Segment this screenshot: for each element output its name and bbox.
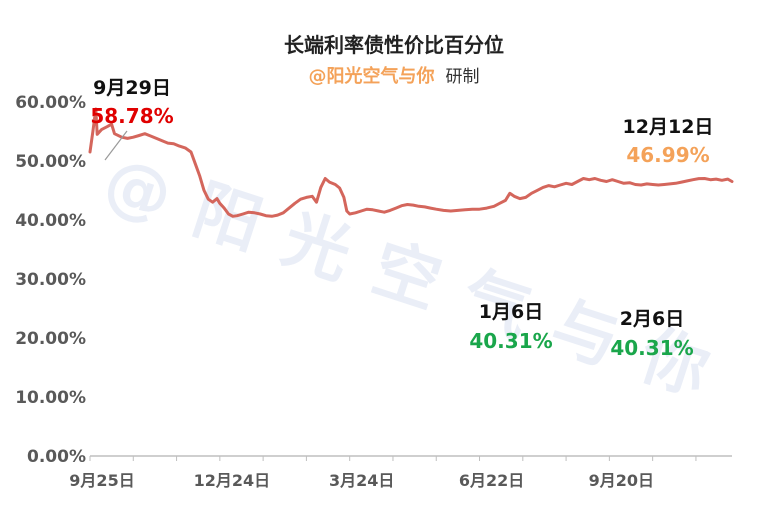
- annotation-feb6-date: 2月6日: [620, 308, 684, 330]
- annotation-feb6: 2月6日 40.31%: [610, 308, 693, 360]
- series-layer: [88, 107, 734, 218]
- x-axis: 9月25日 12月24日 3月24日 6月22日 9月20日: [69, 455, 732, 490]
- annotation-dec12: 12月12日 46.99%: [623, 116, 714, 167]
- annotation-jan6-date: 1月6日: [479, 301, 543, 323]
- annotation-peak: 9月29日 58.78%: [90, 77, 173, 128]
- x-tick-label: 12月24日: [194, 471, 271, 490]
- annotation-jan6-value: 40.31%: [469, 329, 552, 353]
- annotation-jan6: 1月6日 40.31%: [469, 301, 552, 353]
- annotation-dec12-date: 12月12日: [623, 116, 714, 138]
- x-tick-label: 6月22日: [459, 471, 524, 490]
- annotation-peak-date: 9月29日: [93, 77, 171, 99]
- subtitle-brand: @阳光空气与你: [308, 65, 434, 87]
- y-axis: 0.00% 10.00% 20.00% 30.00% 40.00% 50.00% 60.00…: [15, 93, 86, 467]
- chart-title: 长端利率债性价比百分位: [284, 33, 504, 57]
- annotation-feb6-value: 40.31%: [610, 336, 693, 360]
- annotation-peak-value: 58.78%: [90, 104, 173, 128]
- y-tick-label: 0.00%: [27, 447, 86, 467]
- annotation-leader-line: [104, 130, 128, 161]
- y-tick-label: 50.00%: [15, 152, 86, 172]
- x-tick-label: 9月20日: [589, 471, 654, 490]
- annotation-dec12-value: 46.99%: [626, 143, 709, 167]
- series-line: [88, 107, 734, 218]
- subtitle-tail: 研制: [446, 67, 480, 87]
- y-tick-label: 40.00%: [15, 211, 86, 231]
- y-tick-label: 60.00%: [15, 93, 86, 113]
- x-tick-label: 3月24日: [329, 471, 394, 490]
- y-tick-label: 10.00%: [15, 388, 86, 408]
- y-tick-label: 30.00%: [15, 270, 86, 290]
- chart-subtitle: @阳光空气与你 研制: [308, 65, 479, 87]
- y-tick-label: 20.00%: [15, 329, 86, 349]
- x-tick-label: 9月25日: [69, 471, 134, 490]
